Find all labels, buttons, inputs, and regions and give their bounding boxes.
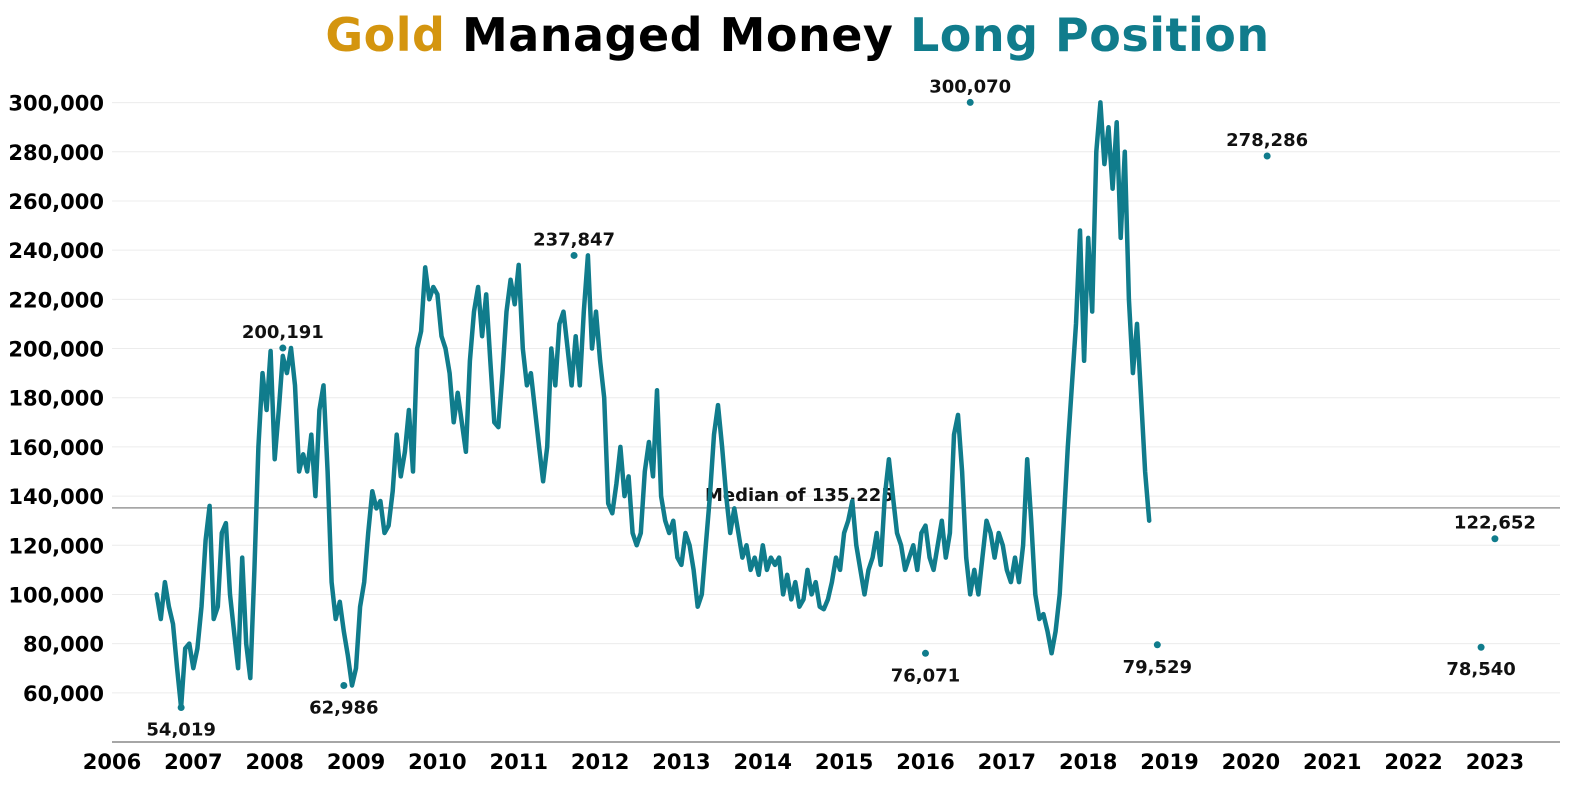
median-label: Median of 135,225 bbox=[705, 485, 894, 506]
annotation-label: 278,286 bbox=[1226, 130, 1308, 151]
x-tick-label: 2008 bbox=[245, 750, 303, 774]
y-tick-label: 240,000 bbox=[8, 239, 104, 263]
annotation-label: 78,540 bbox=[1446, 659, 1515, 680]
y-tick-label: 220,000 bbox=[8, 288, 104, 312]
y-tick-label: 260,000 bbox=[8, 190, 104, 214]
annotation-label: 200,191 bbox=[242, 322, 324, 343]
x-tick-label: 2022 bbox=[1384, 750, 1442, 774]
y-tick-label: 100,000 bbox=[8, 583, 104, 607]
annotation-label: 62,986 bbox=[309, 697, 378, 718]
x-tick-label: 2017 bbox=[978, 750, 1036, 774]
x-tick-label: 2013 bbox=[652, 750, 710, 774]
x-tick-label: 2011 bbox=[490, 750, 548, 774]
x-tick-label: 2023 bbox=[1466, 750, 1524, 774]
annotation-label: 76,071 bbox=[891, 665, 960, 686]
x-tick-label: 2007 bbox=[164, 750, 222, 774]
x-tick-label: 2018 bbox=[1059, 750, 1117, 774]
annotation-label: 122,652 bbox=[1454, 513, 1536, 534]
x-tick-label: 2019 bbox=[1140, 750, 1198, 774]
annotation-marker bbox=[1491, 535, 1499, 543]
median-line-group: Median of 135,225 bbox=[112, 485, 1560, 509]
annotation-marker bbox=[1477, 643, 1485, 651]
annotations: 54,019 200,191 62,986 237,847 76,071 300,070 7… bbox=[146, 76, 1536, 740]
annotation-marker bbox=[279, 344, 287, 352]
annotation-marker bbox=[340, 681, 348, 689]
annotation-marker bbox=[966, 98, 974, 106]
x-tick-label: 2021 bbox=[1303, 750, 1361, 774]
y-tick-label: 60,000 bbox=[23, 682, 104, 706]
series-line bbox=[154, 100, 1152, 710]
annotation-marker bbox=[1153, 641, 1161, 649]
annotation-marker bbox=[1263, 152, 1271, 160]
x-tick-label: 2012 bbox=[571, 750, 629, 774]
y-tick-label: 140,000 bbox=[8, 485, 104, 509]
annotation-label: 300,070 bbox=[929, 76, 1011, 97]
x-tick-label: 2016 bbox=[896, 750, 954, 774]
annotation-marker bbox=[921, 649, 929, 657]
annotation-label: 237,847 bbox=[533, 229, 615, 250]
y-tick-label: 120,000 bbox=[8, 534, 104, 558]
x-tick-label: 2006 bbox=[83, 750, 141, 774]
x-tick-label: 2009 bbox=[327, 750, 385, 774]
title-part-gold: Gold bbox=[325, 8, 446, 62]
gridlines bbox=[112, 102, 1560, 694]
x-tick-label: 2010 bbox=[408, 750, 466, 774]
x-tick-label: 2015 bbox=[815, 750, 873, 774]
chart-title: Gold Managed Money Long Position bbox=[0, 8, 1595, 62]
y-tick-label: 180,000 bbox=[8, 387, 104, 411]
title-part-managed-money: Managed Money bbox=[461, 8, 894, 62]
title-part-long-position: Long Position bbox=[909, 8, 1270, 62]
y-tick-label: 80,000 bbox=[23, 633, 104, 657]
series-layer bbox=[154, 100, 1152, 710]
x-tick-label: 2014 bbox=[734, 750, 792, 774]
axes: 60,000 80,000 100,000 120,000 140,000 160,000… bbox=[8, 92, 1560, 774]
x-tick-label: 2020 bbox=[1222, 750, 1280, 774]
y-tick-label: 280,000 bbox=[8, 141, 104, 165]
y-tick-label: 200,000 bbox=[8, 338, 104, 362]
y-tick-label: 300,000 bbox=[8, 92, 104, 116]
annotation-marker bbox=[177, 704, 185, 712]
annotation-marker bbox=[570, 251, 578, 259]
annotation-label: 79,529 bbox=[1123, 657, 1192, 678]
annotation-label: 54,019 bbox=[146, 720, 215, 741]
y-tick-label: 160,000 bbox=[8, 436, 104, 460]
